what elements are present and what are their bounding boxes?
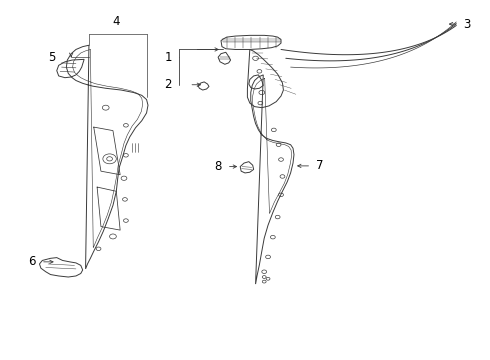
Text: 1: 1 [165, 51, 172, 64]
Text: 8: 8 [215, 160, 222, 173]
Text: 5: 5 [48, 51, 55, 64]
Text: 4: 4 [113, 15, 120, 28]
Text: 3: 3 [464, 18, 471, 31]
Text: 7: 7 [316, 159, 323, 172]
Text: 6: 6 [28, 255, 36, 268]
Text: 2: 2 [165, 78, 172, 91]
